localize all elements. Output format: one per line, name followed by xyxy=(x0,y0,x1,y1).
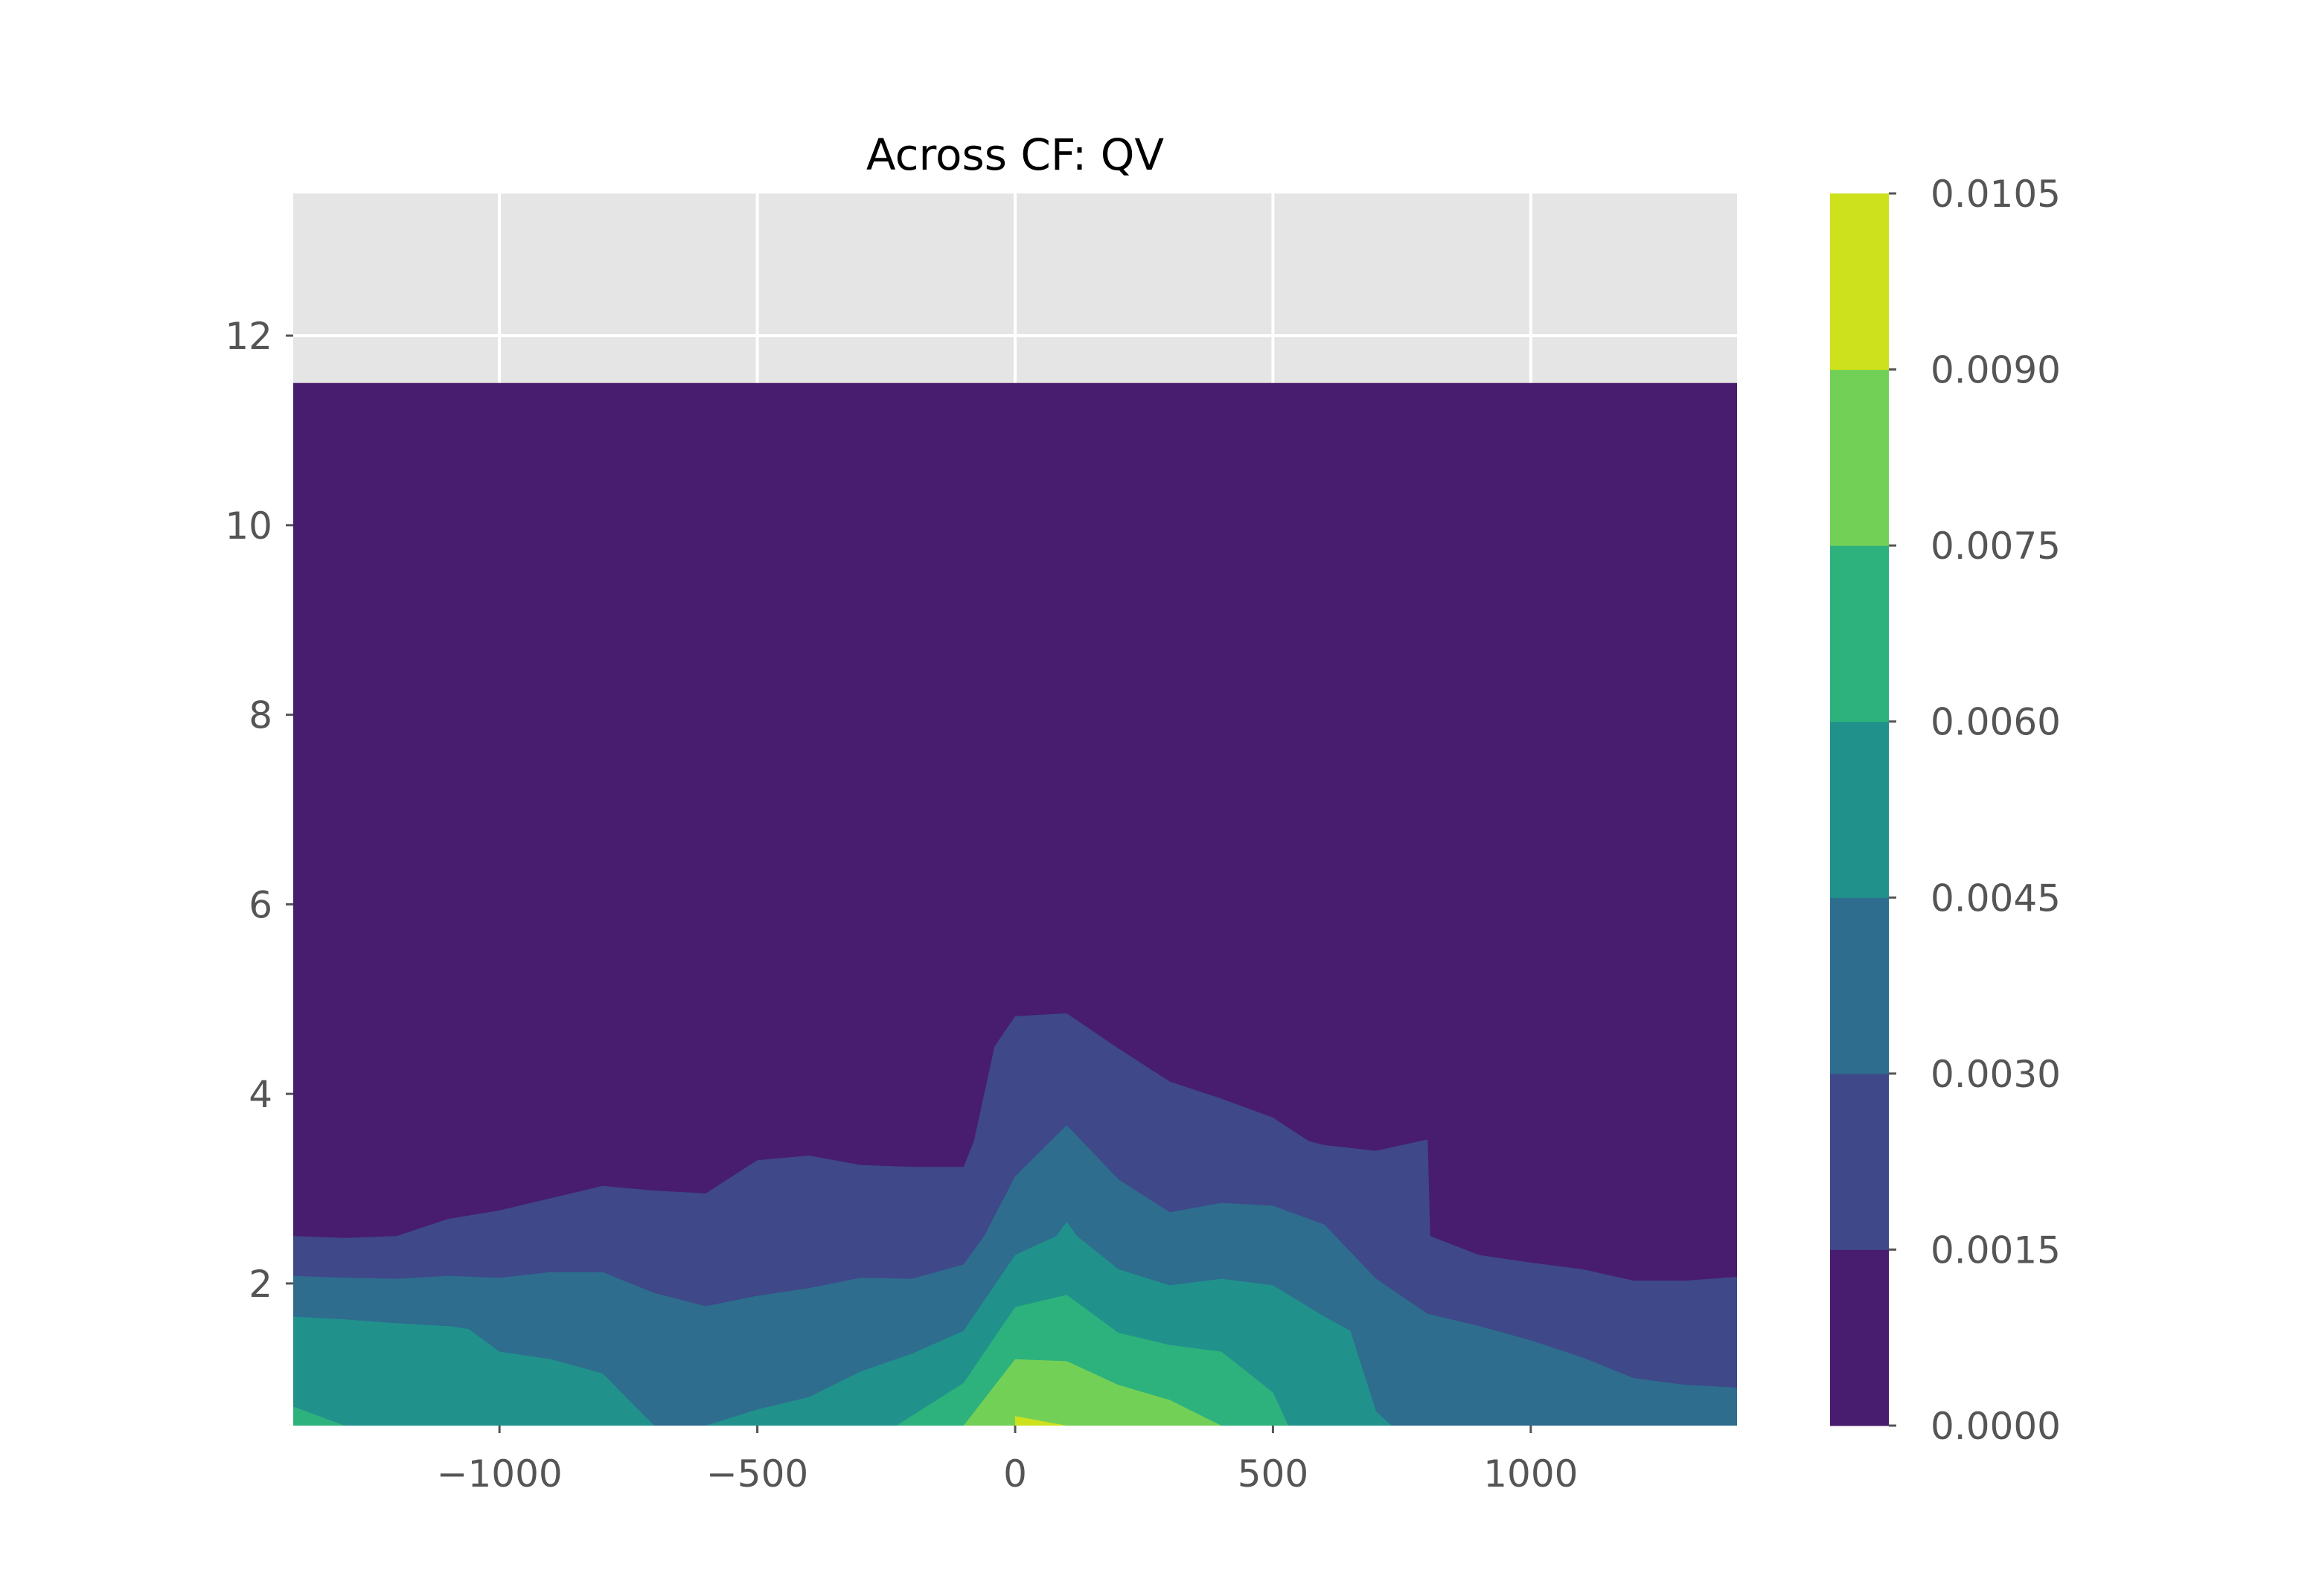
chart-title: Across CF: QV xyxy=(866,129,1164,180)
colorbar-tick-label: 0.0090 xyxy=(1931,349,2061,392)
colorbar-segment xyxy=(1830,897,1889,1074)
y-tick-label: 10 xyxy=(225,504,272,548)
y-tick-label: 2 xyxy=(249,1263,272,1306)
colorbar-segment xyxy=(1830,1249,1889,1426)
colorbar-tick-label: 0.0030 xyxy=(1931,1053,2061,1096)
y-tick-label: 6 xyxy=(249,883,272,926)
colorbar: 0.0000 0.0015 0.0030 0.0045 0.0060 0.0075 0.00… xyxy=(1830,173,2061,1448)
colorbar-tick-label: 0.0045 xyxy=(1931,876,2061,920)
colorbar-tick-label: 0.0075 xyxy=(1931,525,2061,568)
colorbar-tick-label: 0.0015 xyxy=(1931,1228,2061,1272)
colorbar-segment xyxy=(1830,369,1889,546)
x-tick-label: −500 xyxy=(706,1452,808,1496)
colorbar-tick-label: 0.0105 xyxy=(1931,173,2061,216)
colorbar-segment xyxy=(1830,721,1889,898)
x-tick-label: 500 xyxy=(1238,1452,1308,1496)
contour-band-6 xyxy=(1015,1416,1067,1426)
contour-band-5 xyxy=(963,1359,1222,1426)
y-tick-label: 4 xyxy=(249,1073,272,1116)
y-tick-label: 8 xyxy=(249,694,272,737)
colorbar-tick-label: 0.0060 xyxy=(1931,701,2061,744)
colorbar-segment xyxy=(1830,545,1889,722)
x-tick-label: 1000 xyxy=(1483,1452,1578,1496)
colorbar-segment xyxy=(1830,193,1889,371)
colorbar-tick-label: 0.0000 xyxy=(1931,1405,2061,1448)
plot-area xyxy=(293,193,1737,1426)
colorbar-segment xyxy=(1830,1073,1889,1250)
x-tick-label: −1000 xyxy=(437,1452,563,1496)
y-tick-label: 12 xyxy=(225,315,272,358)
axes: −1000 −500 0 500 1000 2 4 6 8 10 12 xyxy=(225,315,1578,1496)
x-tick-label: 0 xyxy=(1003,1452,1027,1496)
